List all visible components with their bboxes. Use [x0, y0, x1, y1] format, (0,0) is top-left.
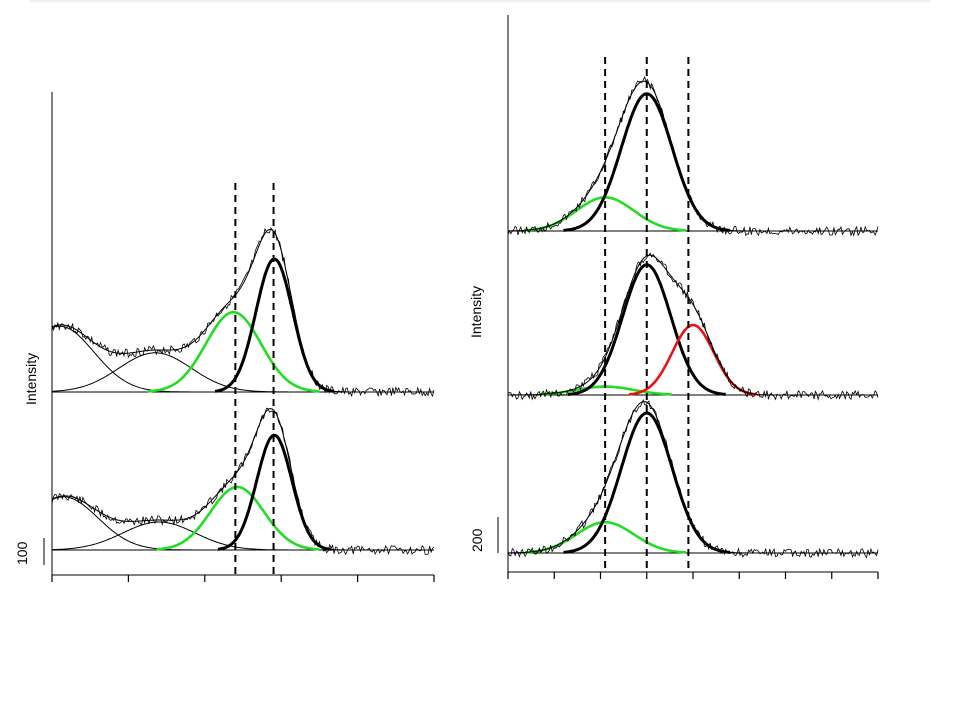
fit-envelope — [508, 254, 878, 396]
trace-group — [51, 407, 435, 555]
trace-group — [51, 227, 435, 398]
fit-envelope — [508, 80, 878, 232]
left-y-axis-label: Intensity — [23, 353, 39, 405]
main_peak-curve — [217, 433, 332, 551]
right-y-axis-label: Intensity — [468, 286, 484, 338]
trace-group — [507, 252, 879, 401]
fit-envelope — [51, 229, 434, 393]
right-panel — [497, 15, 879, 579]
right-scale-bar-label: 200 — [469, 528, 485, 552]
shoulder-curve — [147, 310, 320, 393]
top-divider — [30, 0, 930, 2]
left-panel — [43, 92, 435, 582]
trace-group — [507, 398, 879, 559]
raw-signal — [51, 227, 435, 398]
raw-signal — [51, 407, 435, 555]
second_peak-curve — [628, 323, 758, 396]
fit-envelope — [508, 401, 878, 554]
main_peak-curve — [563, 92, 731, 232]
raw-signal — [507, 252, 879, 401]
raw-signal — [507, 75, 879, 237]
main_peak-curve — [214, 257, 335, 393]
raw-signal — [507, 398, 879, 559]
shoulder-curve — [156, 485, 320, 551]
trace-group — [507, 75, 879, 237]
left-scale-bar-label: 100 — [14, 541, 30, 565]
